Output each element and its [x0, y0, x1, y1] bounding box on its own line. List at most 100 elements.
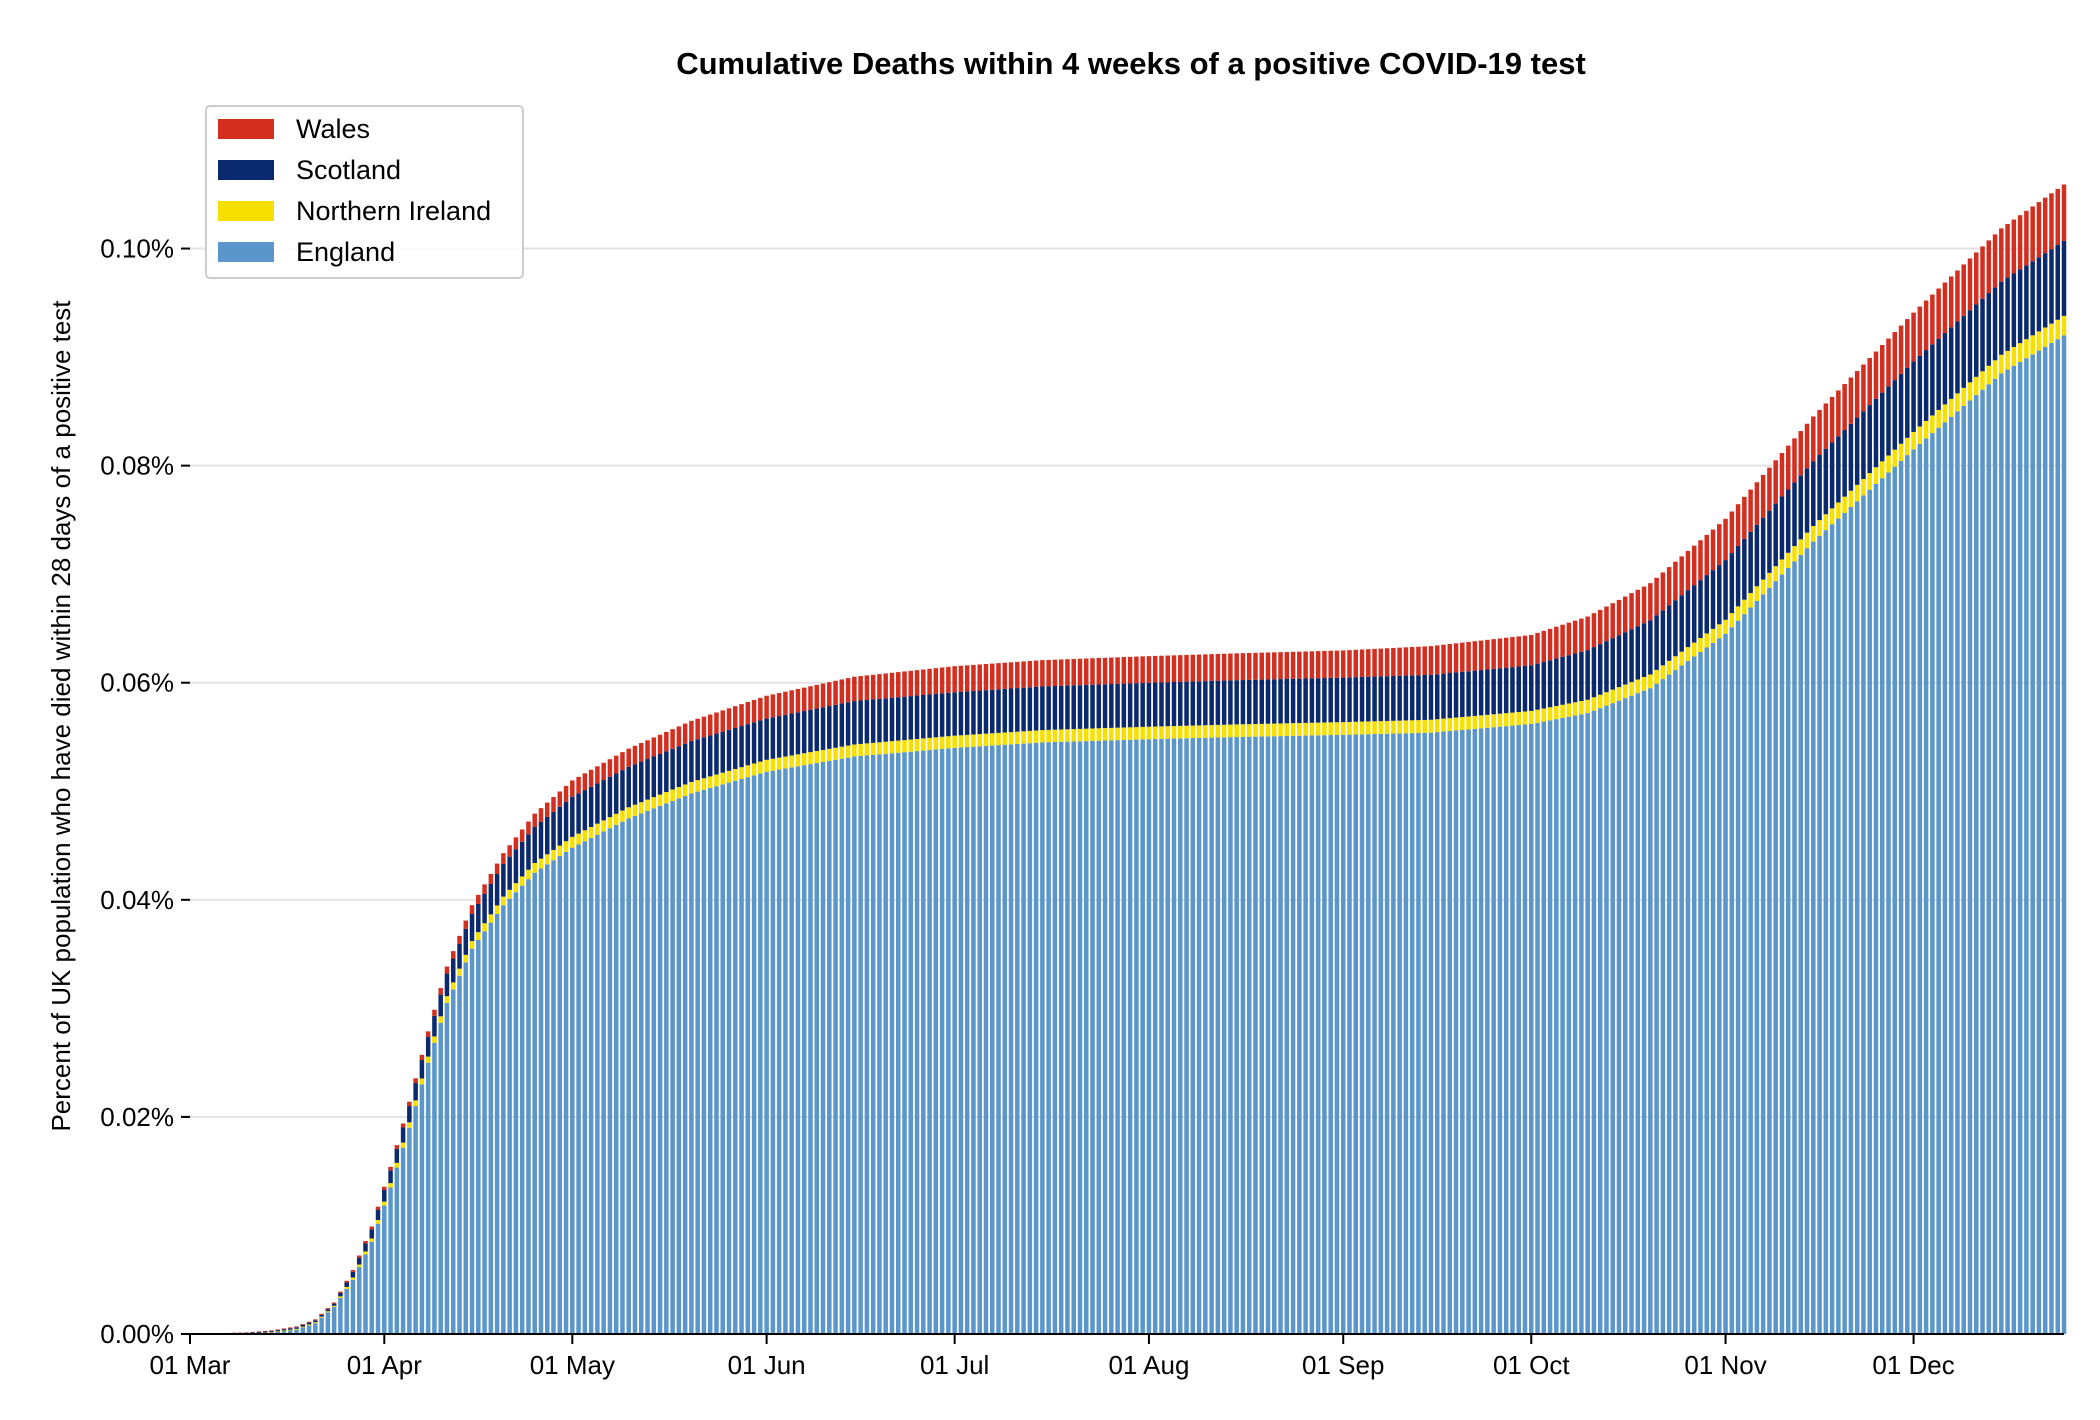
bar-segment	[1052, 659, 1058, 686]
bar-segment	[1873, 398, 1879, 468]
bar-segment	[1911, 312, 1916, 362]
bar-segment	[438, 988, 443, 995]
bar-segment	[519, 885, 525, 1334]
bar-segment	[476, 894, 481, 904]
bar-segment	[720, 784, 725, 1334]
bar-segment	[1911, 449, 1916, 1335]
bar-segment	[1986, 365, 1992, 385]
bar-segment	[607, 776, 613, 818]
bar-segment	[1115, 683, 1120, 728]
bar-segment	[1253, 679, 1258, 724]
bar-segment	[1140, 656, 1145, 683]
bar-segment	[1353, 734, 1359, 1334]
bar-segment	[1303, 722, 1308, 736]
bar-segment	[733, 780, 738, 1334]
bar-segment	[1829, 508, 1835, 525]
bar-segment	[1967, 310, 1973, 383]
bar-segment	[1529, 723, 1534, 1334]
bar-segment	[2024, 339, 2029, 359]
bar-segment	[1892, 332, 1898, 381]
bar-segment	[946, 748, 951, 1334]
bar-segment	[1529, 665, 1534, 711]
bar-segment	[501, 864, 506, 897]
bar-segment	[1058, 729, 1064, 742]
bar-segment	[1322, 678, 1327, 723]
bar-segment	[1347, 650, 1352, 678]
bar-segment	[714, 712, 719, 734]
bar-segment	[595, 823, 600, 835]
bar-segment	[1121, 727, 1127, 740]
bar-segment	[1974, 395, 1979, 1335]
bar-segment	[1334, 722, 1340, 735]
bar-segment	[2030, 206, 2035, 262]
bar-segment	[1604, 692, 1609, 706]
bar-segment	[1290, 678, 1296, 724]
bar-segment	[1892, 449, 1898, 467]
bar-segment	[1127, 656, 1133, 684]
bar-segment	[1485, 727, 1490, 1334]
bar-segment	[1322, 722, 1327, 736]
bar-segment	[964, 747, 970, 1334]
bar-segment	[958, 747, 964, 1334]
bar-segment	[1792, 546, 1797, 562]
bar-segment	[1735, 606, 1741, 621]
bar-segment	[695, 739, 700, 781]
bar-segment	[1102, 740, 1108, 1334]
bar-segment	[1905, 455, 1910, 1334]
bar-segment	[1027, 730, 1033, 744]
bar-segment	[1754, 524, 1760, 587]
bar-segment	[1058, 741, 1064, 1334]
bar-segment	[1522, 635, 1528, 666]
bar-segment	[538, 868, 544, 1334]
bar-segment	[1854, 501, 1860, 1334]
bar-segment	[1961, 315, 1966, 388]
bar-segment	[1735, 545, 1741, 607]
bar-segment	[1460, 717, 1465, 730]
bar-segment	[1309, 678, 1315, 723]
bar-segment	[1240, 736, 1246, 1334]
bar-segment	[1723, 633, 1728, 1334]
x-tick-label: 01 Aug	[1108, 1350, 1189, 1380]
bar-segment	[1315, 678, 1321, 723]
bar-segment	[319, 1316, 324, 1318]
bar-segment	[306, 1324, 312, 1326]
bar-segment	[1491, 727, 1496, 1334]
bar-segment	[770, 770, 776, 1334]
bar-segment	[1015, 731, 1020, 744]
bar-segment	[1152, 726, 1158, 740]
bar-segment	[1040, 730, 1045, 743]
bar-segment	[820, 749, 826, 762]
bar-segment	[1203, 654, 1208, 682]
bar-segment	[1309, 651, 1315, 679]
bar-segment	[262, 1330, 268, 1332]
bar-segment	[914, 738, 920, 752]
bar-segment	[576, 776, 581, 794]
bar-segment	[1842, 430, 1847, 497]
bar-segment	[1033, 660, 1039, 687]
bar-segment	[1334, 650, 1340, 678]
bar-segment	[1184, 738, 1189, 1334]
bar-segment	[1297, 678, 1302, 724]
bar-segment	[1478, 715, 1484, 729]
bar-segment	[1002, 744, 1008, 1334]
bar-segment	[827, 682, 832, 707]
y-tick-label: 0.08%	[100, 451, 174, 481]
bar-segment	[2061, 184, 2067, 241]
bar-segment	[356, 1264, 362, 1268]
bar-segment	[1503, 667, 1509, 714]
bar-segment	[2036, 257, 2042, 332]
bar-segment	[1253, 652, 1258, 680]
bar-segment	[1303, 735, 1308, 1334]
bar-segment	[281, 1331, 287, 1334]
bar-segment	[1654, 683, 1659, 1334]
bar-segment	[1084, 684, 1089, 729]
bar-segment	[1491, 639, 1496, 669]
bar-segment	[808, 764, 813, 1334]
bar-segment	[726, 708, 732, 730]
bar-segment	[1898, 443, 1904, 461]
bar-segment	[1340, 677, 1346, 723]
bar-segment	[1585, 699, 1590, 714]
bar-segment	[294, 1328, 299, 1330]
bar-segment	[1284, 723, 1290, 736]
bar-segment	[1284, 735, 1290, 1334]
